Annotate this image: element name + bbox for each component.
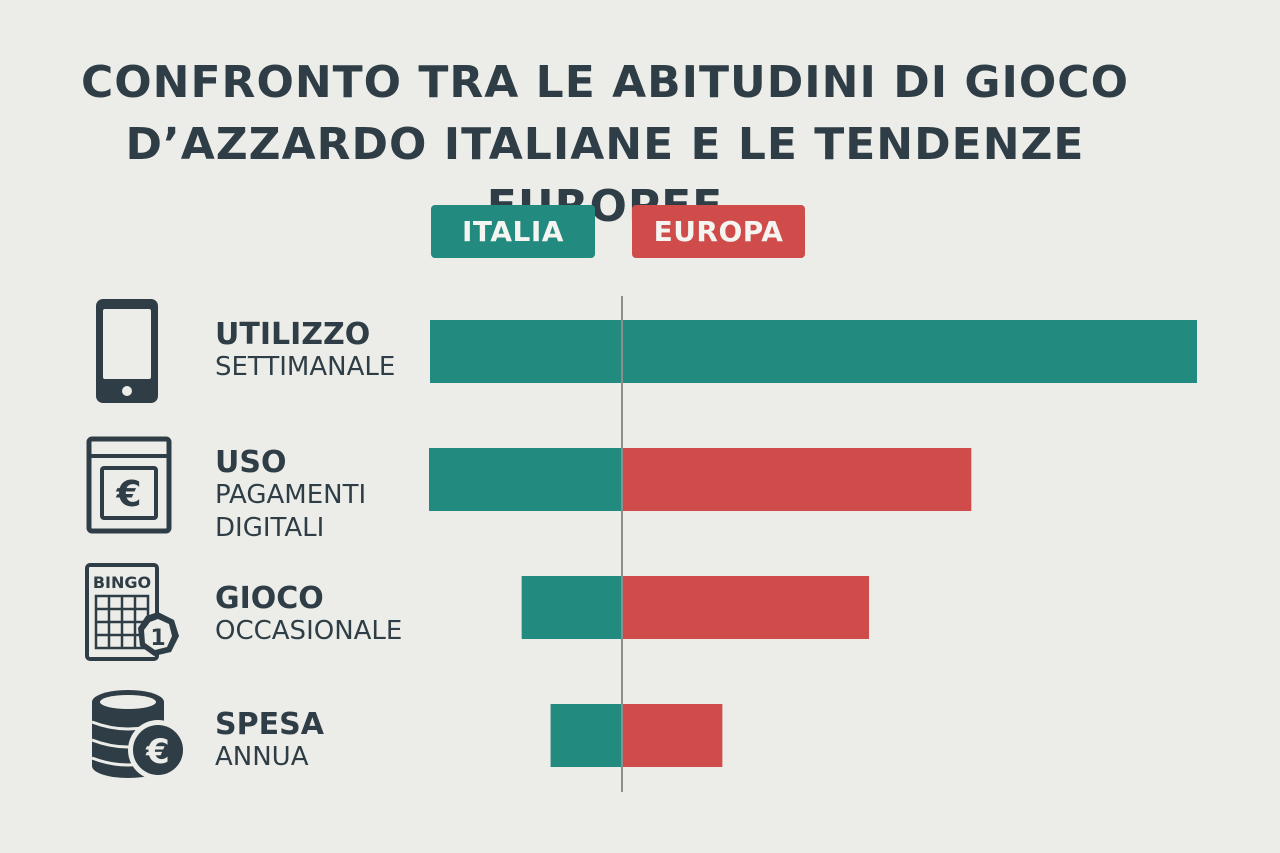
legend-italia-label: ITALIA [462, 215, 564, 248]
bar-italia-3 [521, 576, 622, 639]
bingo-number: 1 [150, 626, 165, 651]
category-label-2: USO PAGAMENTI DIGITALI [215, 446, 366, 545]
bingo-text: BINGO [93, 573, 151, 592]
category-3-line-2: OCCASIONALE [215, 616, 403, 646]
bar-italia-1 [430, 320, 1197, 383]
coins-euro-icon: € [91, 690, 188, 780]
category-label-1: UTILIZZO SETTIMANALE [215, 318, 395, 384]
legend-italia: ITALIA [431, 205, 595, 258]
coin-euro-symbol: € [145, 732, 170, 772]
category-2-line-3: DIGITALI [215, 513, 325, 543]
bar-europa-2 [622, 448, 972, 511]
bar-italia-2 [429, 448, 622, 511]
smartphone-icon [96, 299, 158, 403]
category-1-line-1: UTILIZZO [215, 317, 371, 352]
euro-symbol: € [115, 474, 141, 515]
category-2-line-1: USO [215, 445, 287, 480]
bar-europa-3 [622, 576, 870, 639]
category-4-line-1: SPESA [215, 707, 324, 742]
category-3-line-1: GIOCO [215, 581, 324, 616]
bar-europa-4 [622, 704, 723, 767]
title-line-1: CONFRONTO TRA LE ABITUDINI DI GIOCO [80, 57, 1129, 108]
category-2-line-2: PAGAMENTI [215, 480, 367, 510]
legend-europa-label: EUROPA [653, 215, 784, 248]
euro-card-icon: € [86, 436, 172, 534]
legend-europa: EUROPA [632, 205, 805, 258]
category-4-line-2: ANNUA [215, 742, 309, 772]
category-1-line-2: SETTIMANALE [215, 352, 396, 382]
bingo-card-icon: BINGO 1 [85, 563, 179, 661]
chart-title: CONFRONTO TRA LE ABITUDINI DI GIOCO D’AZ… [0, 52, 1210, 238]
bar-italia-4 [550, 704, 622, 767]
category-label-3: GIOCO OCCASIONALE [215, 582, 402, 648]
category-label-4: SPESA ANNUA [215, 708, 324, 774]
